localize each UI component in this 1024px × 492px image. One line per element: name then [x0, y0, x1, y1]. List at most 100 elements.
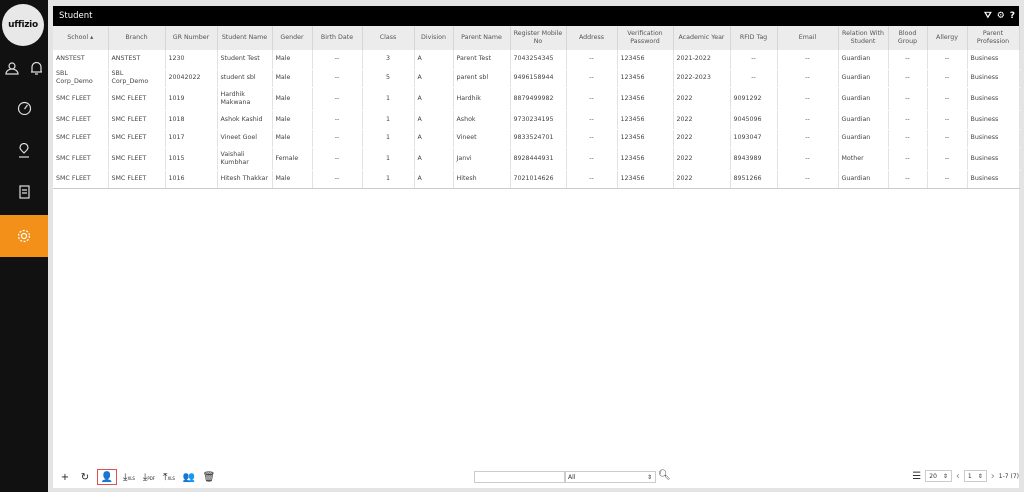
table-cell: 123456 — [617, 110, 674, 130]
table-cell: -- — [312, 50, 363, 70]
export-xls-button[interactable]: ⤓XLS — [123, 471, 135, 483]
next-page-icon[interactable]: › — [990, 470, 995, 482]
table-cell: Guardian — [838, 110, 889, 130]
refresh-button[interactable]: ↻ — [77, 469, 93, 485]
assign-user-button[interactable]: 👤 — [97, 469, 117, 485]
location-pin-icon[interactable] — [16, 142, 32, 158]
page-size-select[interactable]: 20 ⇕ — [925, 470, 952, 482]
table-cell: SMC FLEET — [108, 129, 166, 148]
settings-gear-icon — [17, 229, 31, 243]
table-cell: Guardian — [838, 69, 889, 88]
table-cell: Parent Test — [453, 50, 511, 70]
table-cell: -- — [777, 170, 839, 189]
table-row[interactable]: SMC FLEET SMC FLEET 1018 Ashok Kashid Male --… — [53, 110, 1020, 130]
user-settings-button[interactable]: 👥 — [181, 469, 197, 485]
column-header[interactable]: Address — [566, 26, 618, 50]
column-header[interactable]: GR Number — [165, 26, 218, 50]
table-cell: -- — [888, 110, 928, 130]
table-cell: Male — [272, 129, 313, 148]
table-cell: SMC FLEET — [108, 87, 166, 111]
table-cell: A — [414, 87, 454, 111]
logo[interactable]: uffizio — [2, 4, 44, 46]
table-cell: 7021014626 — [510, 170, 567, 189]
table-cell: -- — [566, 50, 618, 70]
column-header[interactable]: Branch — [108, 26, 166, 50]
search-input[interactable] — [474, 471, 566, 483]
table-cell: -- — [312, 170, 363, 189]
column-header[interactable]: Verification Password — [617, 26, 674, 50]
table-cell: -- — [730, 50, 778, 70]
table-cell: SMC FLEET — [53, 87, 109, 111]
column-header[interactable]: Allergy — [927, 26, 968, 50]
column-header[interactable]: Blood Group — [888, 26, 928, 50]
table-cell: 8928444931 — [510, 147, 567, 171]
help-icon[interactable]: ? — [1009, 11, 1015, 21]
table-cell: Hitesh — [453, 170, 511, 189]
table-cell: 8951266 — [730, 170, 778, 189]
document-icon[interactable] — [16, 184, 32, 200]
column-header[interactable]: Division — [414, 26, 454, 50]
column-header[interactable]: Birth Date — [312, 26, 363, 50]
pagination: ☰ 20 ⇕ ‹ 1 ⇕ › 1-7 (7) — [912, 470, 1019, 482]
column-header[interactable]: Register Mobile No — [510, 26, 567, 50]
table-cell: 1015 — [165, 147, 218, 171]
table-cell: 1019 — [165, 87, 218, 111]
table-cell: -- — [888, 87, 928, 111]
import-xls-button[interactable]: ⤒XLS — [163, 471, 175, 483]
table-cell: Student Test — [217, 50, 273, 70]
bell-icon[interactable] — [28, 60, 44, 76]
column-header[interactable]: Parent Profession — [967, 26, 1020, 50]
search-field-select[interactable]: All ⇕ — [564, 471, 656, 483]
table-cell: Vaishali Kumbhar — [217, 147, 273, 171]
table-cell: 1230 — [165, 50, 218, 70]
table-cell: SBL Corp_Demo — [108, 69, 166, 88]
table-cell: -- — [927, 87, 968, 111]
column-header[interactable]: Academic Year — [673, 26, 731, 50]
add-button[interactable]: + — [57, 469, 73, 485]
column-header[interactable]: Parent Name — [453, 26, 511, 50]
table-cell: -- — [566, 129, 618, 148]
column-header[interactable]: Email — [777, 26, 839, 50]
column-header[interactable]: Student Name — [217, 26, 273, 50]
table-cell: -- — [927, 170, 968, 189]
gear-icon[interactable]: ⚙ — [996, 11, 1005, 21]
refresh-icon: ↻ — [80, 471, 90, 483]
logo-text: uffizio — [8, 20, 38, 30]
table-cell: SMC FLEET — [53, 129, 109, 148]
table-cell: Business — [967, 129, 1020, 148]
table-cell: -- — [927, 110, 968, 130]
table-cell: Ashok Kashid — [217, 110, 273, 130]
table-cell: -- — [566, 87, 618, 111]
column-header[interactable]: School ▴ — [53, 26, 109, 50]
table-row[interactable]: SMC FLEET SMC FLEET 1017 Vineet Goel Male -- 1… — [53, 129, 1020, 148]
prev-page-icon[interactable]: ‹ — [955, 470, 960, 482]
table-cell: SMC FLEET — [108, 170, 166, 189]
column-header[interactable]: RFID Tag — [730, 26, 778, 50]
table-cell: 123456 — [617, 87, 674, 111]
table-row[interactable]: SMC FLEET SMC FLEET 1015 Vaishali Kumbhar Fe… — [53, 147, 1020, 171]
filter-icon[interactable]: ⛛ — [984, 11, 992, 21]
user-icon[interactable] — [4, 60, 20, 76]
delete-button[interactable]: 🗑 — [201, 469, 217, 485]
table-row[interactable]: SBL Corp_Demo SBL Corp_Demo 20042022 studen… — [53, 69, 1020, 88]
export-pdf-button[interactable]: ⤓PDF — [142, 471, 156, 483]
table-cell: 9045096 — [730, 110, 778, 130]
table-cell: Hardhik — [453, 87, 511, 111]
column-header[interactable]: Class — [362, 26, 415, 50]
user-gear-icon: 👥 — [182, 471, 196, 483]
table-row[interactable]: ANSTEST ANSTEST 1230 Student Test Male -- 3 A Pa… — [53, 50, 1020, 70]
sidebar-item-settings[interactable] — [0, 215, 48, 257]
table-cell: Ashok — [453, 110, 511, 130]
page-select[interactable]: 1 ⇕ — [963, 470, 987, 482]
column-header[interactable]: Gender — [272, 26, 313, 50]
student-table: School ▴ Branch GR Number Student Name Gende… — [53, 26, 1020, 189]
table-cell: 8879499982 — [510, 87, 567, 111]
table-row[interactable]: SMC FLEET SMC FLEET 1019 Hardhik Makwana Mal… — [53, 87, 1020, 111]
table-row[interactable]: SMC FLEET SMC FLEET 1016 Hitesh Thakkar Male… — [53, 170, 1020, 189]
table-cell: A — [414, 110, 454, 130]
table-cell: A — [414, 170, 454, 189]
search-icon[interactable]: 🔍︎ — [658, 470, 671, 481]
column-header[interactable]: Relation With Student — [838, 26, 889, 50]
dashboard-gauge-icon[interactable] — [16, 100, 32, 116]
table-cell: -- — [777, 129, 839, 148]
